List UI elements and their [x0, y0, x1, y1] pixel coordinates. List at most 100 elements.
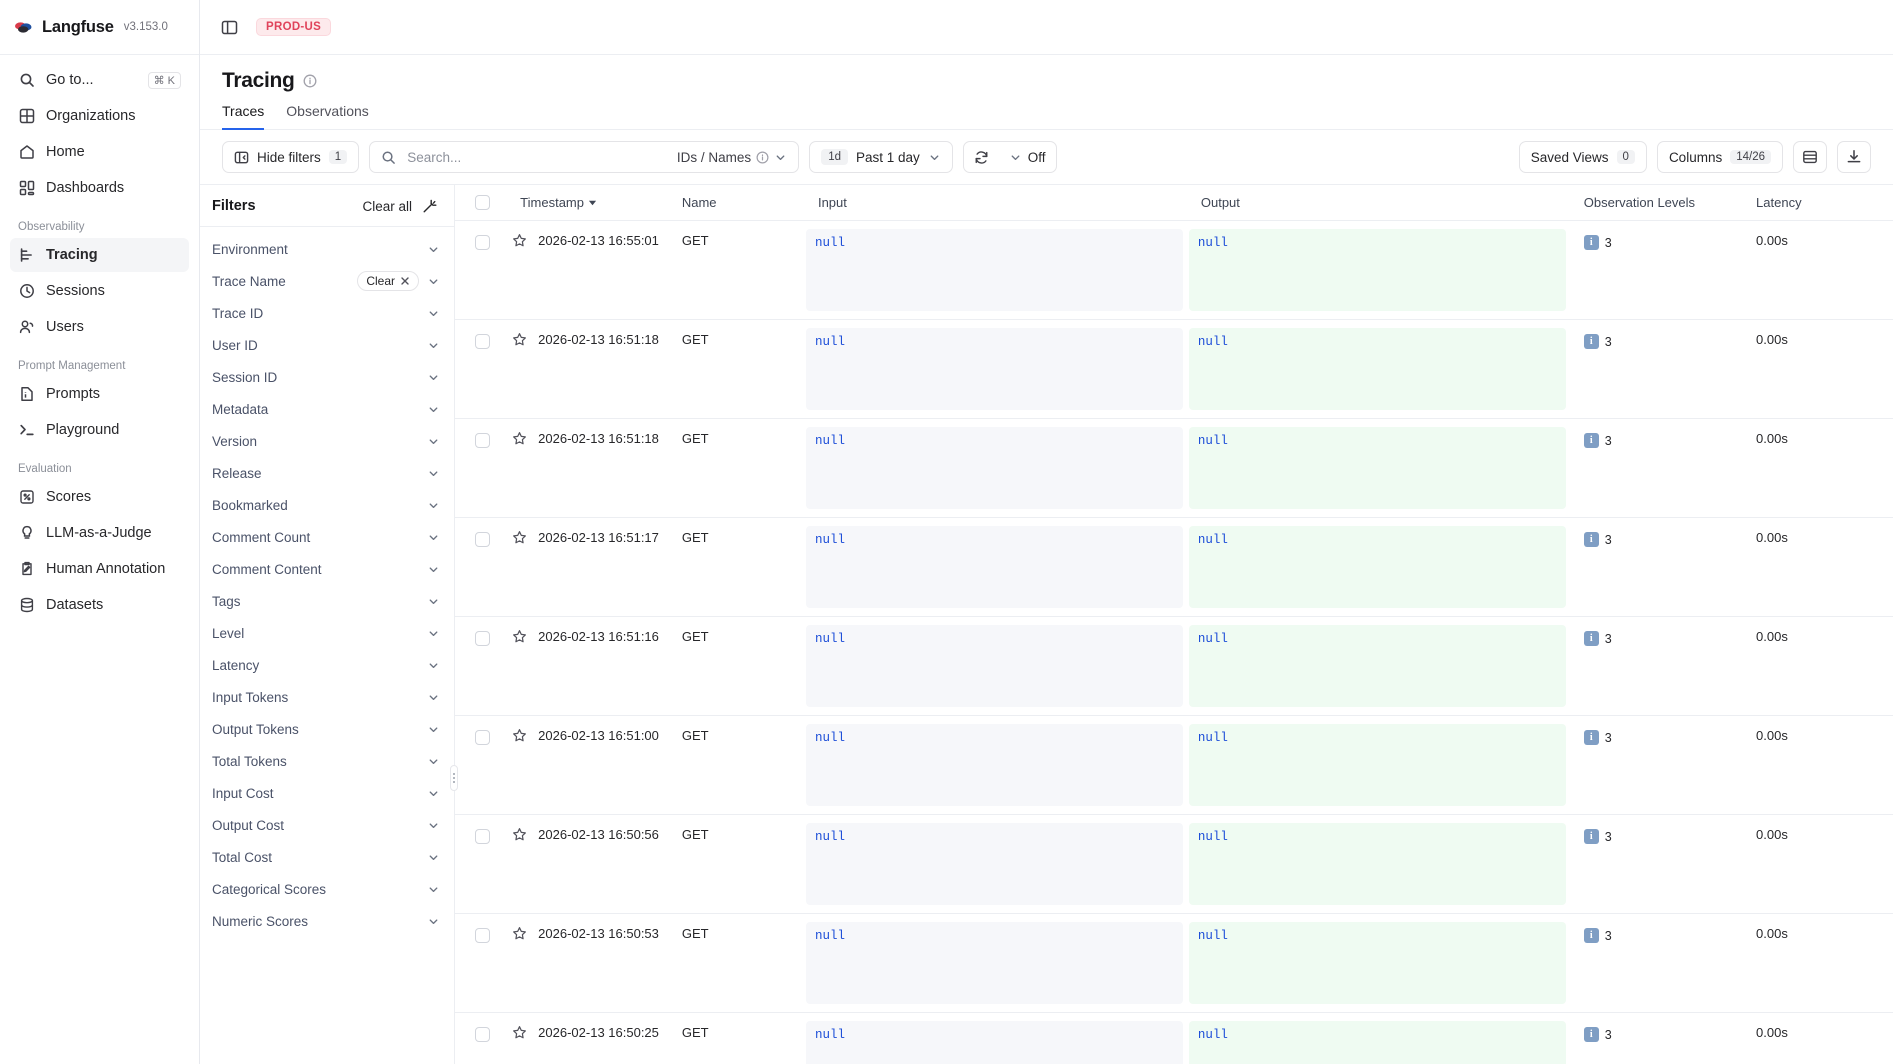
- table-row[interactable]: 2026-02-13 16:51:17 GET null null i 3 0.00s: [455, 517, 1893, 617]
- chevron-down-icon[interactable]: [427, 435, 440, 448]
- sidebar-item-users[interactable]: Users: [10, 310, 189, 344]
- column-header-output[interactable]: Output: [1188, 185, 1572, 221]
- filter-row-tags[interactable]: Tags: [200, 585, 454, 617]
- output-cell[interactable]: null: [1188, 418, 1572, 518]
- input-cell[interactable]: null: [805, 616, 1189, 716]
- sidebar-item-datasets[interactable]: Datasets: [10, 588, 189, 622]
- chevron-down-icon[interactable]: [427, 627, 440, 640]
- clear-all-button[interactable]: Clear all: [362, 198, 412, 214]
- columns-button[interactable]: Columns 14/26: [1656, 141, 1783, 173]
- chevron-down-icon[interactable]: [427, 371, 440, 384]
- column-header-name[interactable]: Name: [669, 185, 806, 221]
- output-cell[interactable]: null: [1188, 616, 1572, 716]
- bookmark-star-icon[interactable]: [512, 926, 527, 941]
- filter-row-output-cost[interactable]: Output Cost: [200, 809, 454, 841]
- table-row[interactable]: 2026-02-13 16:51:18 GET null null i 3 0.00s: [455, 319, 1893, 419]
- filter-row-release[interactable]: Release: [200, 457, 454, 489]
- filter-row-categorical-scores[interactable]: Categorical Scores: [200, 873, 454, 905]
- row-checkbox[interactable]: [475, 829, 490, 844]
- filter-row-total-cost[interactable]: Total Cost: [200, 841, 454, 873]
- input-cell[interactable]: null: [805, 220, 1189, 320]
- column-header-timestamp[interactable]: Timestamp: [508, 185, 670, 221]
- chevron-down-icon[interactable]: [427, 915, 440, 928]
- filter-row-output-tokens[interactable]: Output Tokens: [200, 713, 454, 745]
- row-height-button[interactable]: [1793, 141, 1827, 173]
- chevron-down-icon[interactable]: [427, 883, 440, 896]
- row-checkbox[interactable]: [475, 631, 490, 646]
- chevron-down-icon[interactable]: [427, 275, 440, 288]
- filter-row-metadata[interactable]: Metadata: [200, 393, 454, 425]
- row-checkbox[interactable]: [475, 334, 490, 349]
- filter-row-numeric-scores[interactable]: Numeric Scores: [200, 905, 454, 937]
- output-cell[interactable]: null: [1188, 814, 1572, 914]
- chevron-down-icon[interactable]: [427, 307, 440, 320]
- chevron-down-icon[interactable]: [427, 531, 440, 544]
- sidebar-item-tracing[interactable]: Tracing: [10, 238, 189, 272]
- sidebar-item-human-annotation[interactable]: Human Annotation: [10, 552, 189, 586]
- chevron-down-icon[interactable]: [427, 819, 440, 832]
- chevron-down-icon[interactable]: [427, 339, 440, 352]
- chevron-down-icon[interactable]: [427, 659, 440, 672]
- output-cell[interactable]: null: [1188, 913, 1572, 1013]
- input-cell[interactable]: null: [805, 913, 1189, 1013]
- filter-row-latency[interactable]: Latency: [200, 649, 454, 681]
- output-cell[interactable]: null: [1188, 1012, 1572, 1064]
- row-checkbox[interactable]: [475, 730, 490, 745]
- sidebar-item-organizations[interactable]: Organizations: [10, 99, 189, 133]
- chevron-down-icon[interactable]: [427, 755, 440, 768]
- filter-row-session-id[interactable]: Session ID: [200, 361, 454, 393]
- date-range-selector[interactable]: 1d Past 1 day: [809, 141, 953, 173]
- hide-filters-button[interactable]: Hide filters 1: [222, 141, 360, 173]
- search-box[interactable]: IDs / Names: [369, 141, 800, 173]
- refresh-interval-selector[interactable]: Off: [999, 142, 1056, 172]
- filter-row-input-cost[interactable]: Input Cost: [200, 777, 454, 809]
- filter-row-comment-count[interactable]: Comment Count: [200, 521, 454, 553]
- row-checkbox[interactable]: [475, 1027, 490, 1042]
- bookmark-star-icon[interactable]: [512, 233, 527, 248]
- bookmark-star-icon[interactable]: [512, 530, 527, 545]
- filter-row-user-id[interactable]: User ID: [200, 329, 454, 361]
- chevron-down-icon[interactable]: [427, 787, 440, 800]
- table-row[interactable]: 2026-02-13 16:50:56 GET null null i 3 0.00s: [455, 814, 1893, 914]
- brand-header[interactable]: Langfuse v3.153.0: [0, 0, 199, 55]
- output-cell[interactable]: null: [1188, 715, 1572, 815]
- row-checkbox[interactable]: [475, 532, 490, 547]
- tab-observations[interactable]: Observations: [286, 103, 369, 119]
- select-all-checkbox[interactable]: [475, 195, 490, 210]
- magic-wand-icon[interactable]: [422, 198, 438, 214]
- sidebar-item-llm-as-a-judge[interactable]: LLM-as-a-Judge: [10, 516, 189, 550]
- search-input[interactable]: [405, 148, 668, 166]
- output-cell[interactable]: null: [1188, 319, 1572, 419]
- filter-row-trace-name[interactable]: Trace Name Clear: [200, 265, 454, 297]
- chevron-down-icon[interactable]: [427, 467, 440, 480]
- bookmark-star-icon[interactable]: [512, 827, 527, 842]
- bookmark-star-icon[interactable]: [512, 332, 527, 347]
- table-row[interactable]: 2026-02-13 16:50:53 GET null null i 3 0.00s: [455, 913, 1893, 1013]
- bookmark-star-icon[interactable]: [512, 1025, 527, 1040]
- filters-resize-handle[interactable]: [450, 765, 458, 791]
- table-row[interactable]: 2026-02-13 16:55:01 GET null null i 3 0.00s: [455, 220, 1893, 320]
- sidebar-item-dashboards[interactable]: Dashboards: [10, 171, 189, 205]
- row-checkbox[interactable]: [475, 235, 490, 250]
- filter-row-comment-content[interactable]: Comment Content: [200, 553, 454, 585]
- input-cell[interactable]: null: [805, 715, 1189, 815]
- search-mode-selector[interactable]: IDs / Names: [677, 150, 787, 165]
- input-cell[interactable]: null: [805, 1012, 1189, 1064]
- column-header-input[interactable]: Input: [805, 185, 1189, 221]
- chevron-down-icon[interactable]: [427, 403, 440, 416]
- table-row[interactable]: 2026-02-13 16:51:16 GET null null i 3 0.00s: [455, 616, 1893, 716]
- filter-row-trace-id[interactable]: Trace ID: [200, 297, 454, 329]
- table-row[interactable]: 2026-02-13 16:51:18 GET null null i 3 0.00s: [455, 418, 1893, 518]
- sidebar-item-prompts[interactable]: Prompts: [10, 377, 189, 411]
- bookmark-star-icon[interactable]: [512, 728, 527, 743]
- chevron-down-icon[interactable]: [427, 243, 440, 256]
- refresh-button[interactable]: [964, 142, 999, 172]
- filter-row-bookmarked[interactable]: Bookmarked: [200, 489, 454, 521]
- column-header-observation-levels[interactable]: Observation Levels: [1571, 185, 1745, 221]
- table-row[interactable]: 2026-02-13 16:51:00 GET null null i 3 0.00s: [455, 715, 1893, 815]
- info-icon[interactable]: [303, 74, 317, 88]
- chevron-down-icon[interactable]: [427, 723, 440, 736]
- bookmark-star-icon[interactable]: [512, 431, 527, 446]
- panel-left-icon[interactable]: [216, 14, 242, 40]
- row-checkbox[interactable]: [475, 433, 490, 448]
